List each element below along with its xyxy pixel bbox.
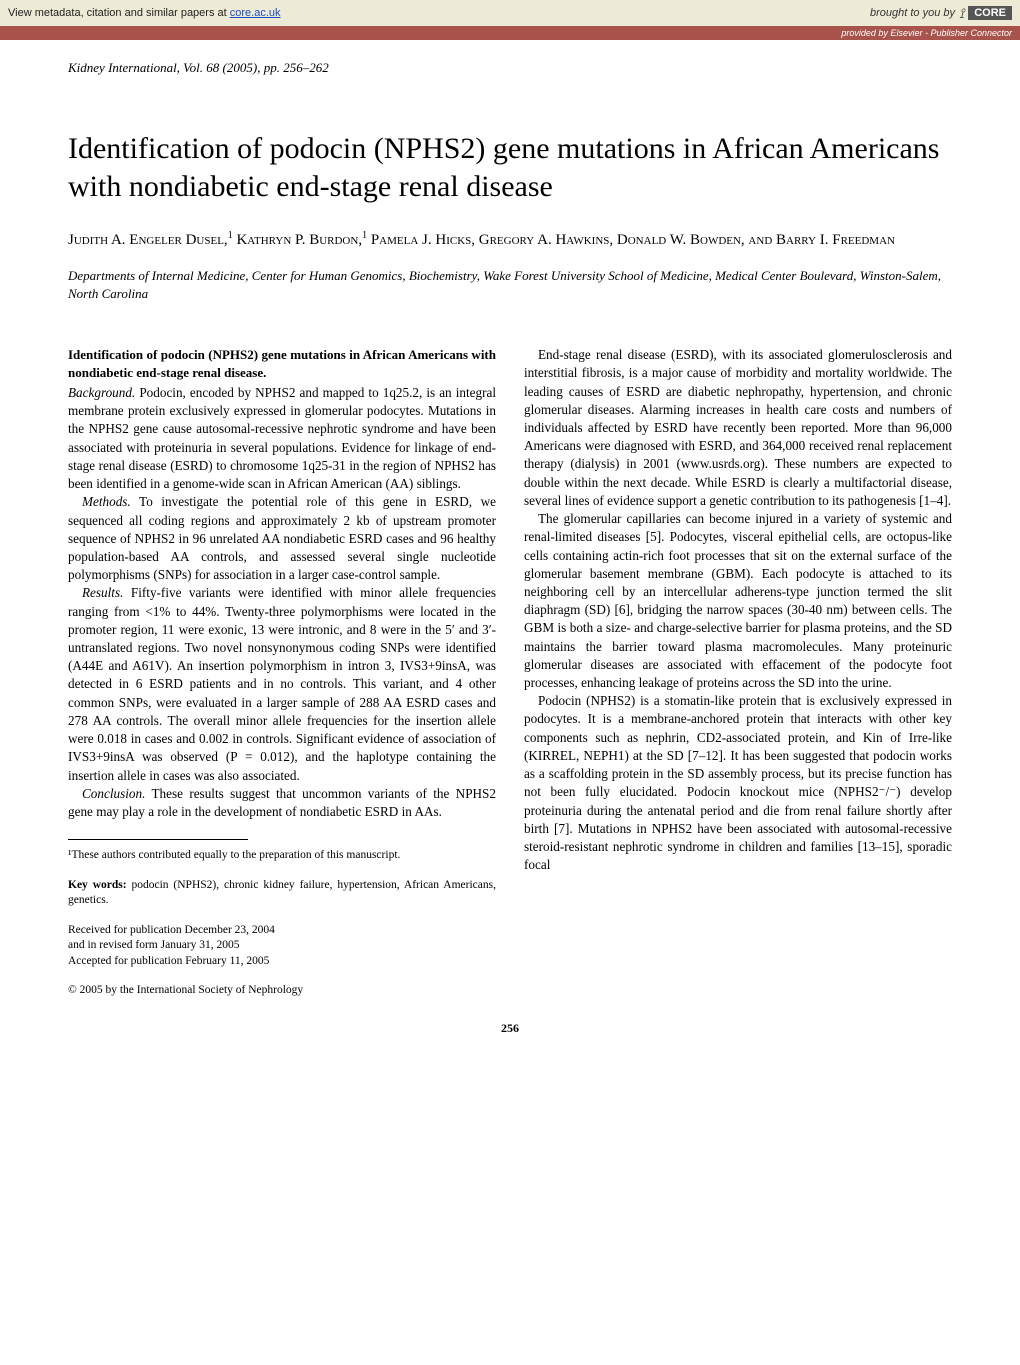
right-column: End-stage renal disease (ESRD), with its…	[524, 346, 952, 999]
revised-line: and in revised form January 31, 2005	[68, 939, 240, 951]
abstract-background-label: Background.	[68, 385, 135, 400]
received-line: Received for publication December 23, 20…	[68, 924, 275, 936]
footnote-divider	[68, 839, 248, 840]
journal-reference: Kidney International, Vol. 68 (2005), pp…	[68, 60, 952, 76]
core-logo-icon: ⟟	[959, 5, 964, 22]
core-right-prefix: brought to you by	[870, 7, 955, 19]
core-logo: CORE	[968, 6, 1012, 20]
core-prefix: View metadata, citation and similar pape…	[8, 7, 230, 19]
keywords: Key words: podocin (NPHS2), chronic kidn…	[68, 878, 496, 909]
abstract-conclusion: Conclusion. These results suggest that u…	[68, 785, 496, 821]
body-paragraph-1: End-stage renal disease (ESRD), with its…	[524, 346, 952, 510]
abstract-methods: Methods. To investigate the potential ro…	[68, 493, 496, 584]
core-metadata-bar: View metadata, citation and similar pape…	[0, 0, 1020, 26]
body-paragraph-3: Podocin (NPHS2) is a stomatin-like prote…	[524, 692, 952, 874]
keywords-label: Key words:	[68, 879, 127, 891]
abstract-background: Background. Podocin, encoded by NPHS2 an…	[68, 384, 496, 493]
body-paragraph-2: The glomerular capillaries can become in…	[524, 510, 952, 692]
core-right: brought to you by ⟟ CORE	[870, 5, 1012, 22]
abstract-background-text: Podocin, encoded by NPHS2 and mapped to …	[68, 385, 496, 491]
core-link[interactable]: core.ac.uk	[230, 7, 281, 19]
accepted-line: Accepted for publication February 11, 20…	[68, 955, 269, 967]
abstract-methods-label: Methods.	[82, 494, 131, 509]
article-title: Identification of podocin (NPHS2) gene m…	[68, 130, 952, 205]
author-footnote: ¹These authors contributed equally to th…	[68, 848, 496, 864]
affiliation: Departments of Internal Medicine, Center…	[68, 267, 952, 302]
abstract-conclusion-label: Conclusion.	[82, 786, 145, 801]
dates-block: Received for publication December 23, 20…	[68, 923, 496, 970]
abstract-results-text: Fifty-five variants were identified with…	[68, 585, 496, 782]
page-content: Kidney International, Vol. 68 (2005), pp…	[0, 40, 1020, 1076]
provided-by-bar: provided by Elsevier - Publisher Connect…	[0, 26, 1020, 40]
two-column-layout: Identification of podocin (NPHS2) gene m…	[68, 346, 952, 999]
left-column: Identification of podocin (NPHS2) gene m…	[68, 346, 496, 999]
copyright: © 2005 by the International Society of N…	[68, 983, 496, 999]
abstract-title: Identification of podocin (NPHS2) gene m…	[68, 346, 496, 382]
abstract-results: Results. Fifty-five variants were identi…	[68, 584, 496, 784]
abstract-results-label: Results.	[82, 585, 123, 600]
core-left: View metadata, citation and similar pape…	[8, 7, 281, 19]
keywords-text: podocin (NPHS2), chronic kidney failure,…	[68, 879, 496, 907]
abstract-methods-text: To investigate the potential role of thi…	[68, 494, 496, 582]
authors: Judith A. Engeler Dusel,1 Kathryn P. Bur…	[68, 229, 952, 251]
page-number: 256	[68, 1021, 952, 1036]
